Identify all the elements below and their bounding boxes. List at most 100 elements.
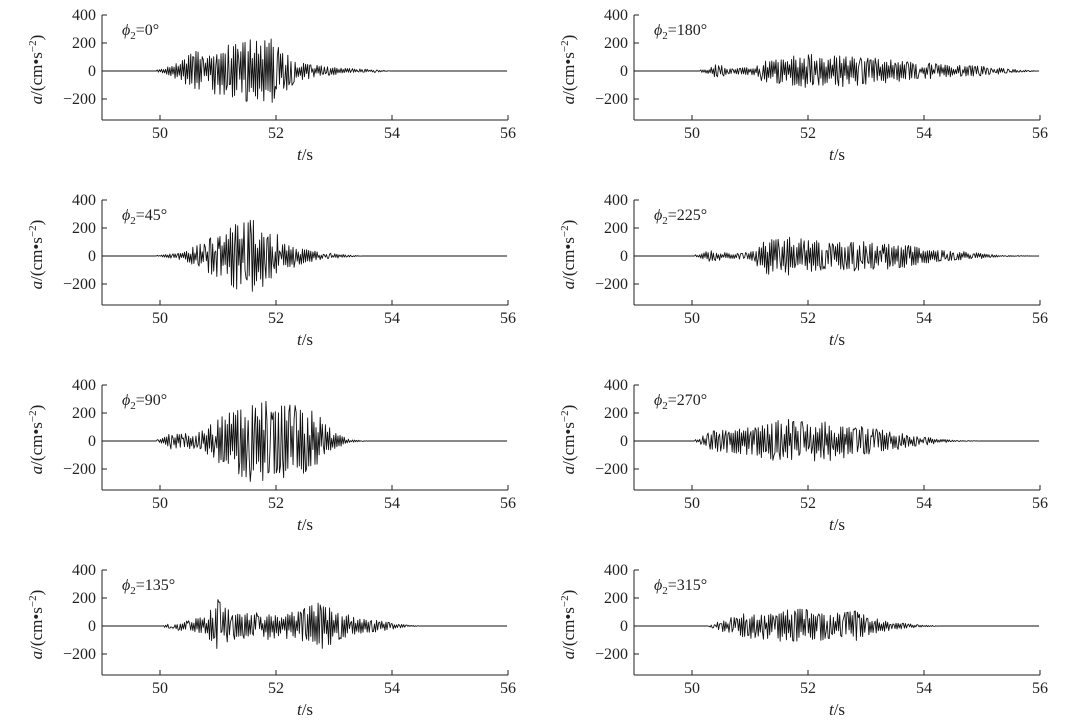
y-axis-unit: /(cm•s <box>559 237 578 281</box>
y-tick-label: 400 <box>604 7 628 24</box>
y-tick-label: 0 <box>620 63 628 80</box>
y-tick-label: −200 <box>63 646 96 663</box>
panel-label: ϕ2=315° <box>654 577 707 597</box>
chart-panel-2: 400 200 0 −200 50 52 54 56 t/s a/(cm•s−2) ϕ2=180° <box>559 7 1048 164</box>
y-axis-var: a <box>27 651 46 660</box>
panel-label-symbol: ϕ <box>122 392 130 409</box>
y-tick-label: 0 <box>620 618 628 635</box>
acceleration-series-line <box>102 599 508 649</box>
y-axis-close: ) <box>559 35 578 41</box>
x-tick-label: 54 <box>384 495 400 512</box>
y-tick-label: −200 <box>63 91 96 108</box>
y-tick-label: 200 <box>604 220 628 237</box>
x-axis-title: t/s <box>297 700 313 719</box>
y-axis-exponent: −2 <box>27 410 39 422</box>
x-tick-label: 52 <box>268 495 284 512</box>
y-tick-label: 200 <box>72 35 96 52</box>
y-tick-label: 200 <box>72 590 96 607</box>
panel-label: ϕ2=45° <box>122 207 167 227</box>
panel-label-value: =225° <box>668 207 707 224</box>
panel-label-value: =45° <box>136 207 167 224</box>
y-axis-title: a/(cm•s−2) <box>27 220 46 290</box>
y-tick-label: 400 <box>604 192 628 209</box>
y-tick-label: −200 <box>595 646 628 663</box>
y-axis-unit: /(cm•s <box>559 607 578 651</box>
chart-panel-8: 400 200 0 −200 50 52 54 56 t/s a/(cm•s−2) ϕ2=315° <box>559 562 1048 719</box>
acceleration-series-line <box>634 608 1040 642</box>
x-axis-unit: /s <box>834 145 845 164</box>
x-tick-label: 50 <box>684 125 700 142</box>
x-axis-var: t <box>297 145 303 164</box>
x-axis-var: t <box>829 145 835 164</box>
y-tick-label: −200 <box>63 276 96 293</box>
x-axis-title: t/s <box>297 145 313 164</box>
x-axis-title: t/s <box>297 515 313 534</box>
y-axis-title: a/(cm•s−2) <box>27 35 46 105</box>
y-tick-label: 200 <box>604 405 628 422</box>
x-tick-label: 52 <box>800 310 816 327</box>
y-axis-var: a <box>559 281 578 290</box>
panel-label-subscript: 2 <box>130 30 136 42</box>
acceleration-series-line <box>102 400 508 482</box>
panel-label: ϕ2=90° <box>122 392 167 412</box>
x-tick-label: 54 <box>384 680 400 697</box>
x-axis-unit: /s <box>834 515 845 534</box>
panel-label-value: =90° <box>136 392 167 409</box>
panel-label: ϕ2=135° <box>122 577 175 597</box>
panel-label-symbol: ϕ <box>122 577 130 594</box>
panel-label-subscript: 2 <box>662 215 668 227</box>
y-tick-label: 0 <box>88 248 96 265</box>
y-axis-var: a <box>27 466 46 475</box>
y-tick-label: 400 <box>72 7 96 24</box>
x-axis-var: t <box>829 515 835 534</box>
chart-panel-7: 400 200 0 −200 50 52 54 56 t/s a/(cm•s−2) ϕ2=135° <box>27 562 516 719</box>
y-axis-close: ) <box>27 405 46 411</box>
x-tick-label: 52 <box>268 310 284 327</box>
y-axis-title: a/(cm•s−2) <box>559 590 578 660</box>
x-axis-unit: /s <box>302 515 313 534</box>
x-tick-label: 54 <box>384 125 400 142</box>
x-axis-title: t/s <box>829 330 845 349</box>
y-axis-var: a <box>559 96 578 105</box>
y-tick-label: 0 <box>620 433 628 450</box>
chart-panel-5: 400 200 0 −200 50 52 54 56 t/s a/(cm•s−2) ϕ2=90° <box>27 377 516 534</box>
y-tick-label: −200 <box>63 461 96 478</box>
x-tick-label: 54 <box>916 495 932 512</box>
x-axis-title: t/s <box>297 330 313 349</box>
y-axis-exponent: −2 <box>559 225 571 237</box>
x-tick-label: 52 <box>268 680 284 697</box>
panel-label-subscript: 2 <box>662 400 668 412</box>
y-axis-title: a/(cm•s−2) <box>27 405 46 475</box>
y-tick-label: 400 <box>72 377 96 394</box>
y-tick-label: 400 <box>604 562 628 579</box>
acceleration-series-line <box>102 219 508 292</box>
y-axis-unit: /(cm•s <box>27 607 46 651</box>
y-axis-var: a <box>27 96 46 105</box>
x-tick-label: 56 <box>1032 125 1048 142</box>
panel-label-subscript: 2 <box>130 585 136 597</box>
panel-label-value: =0° <box>136 22 159 39</box>
y-tick-label: 200 <box>604 590 628 607</box>
panel-label-value: =135° <box>136 577 175 594</box>
y-tick-label: 200 <box>604 35 628 52</box>
acceleration-series-line <box>634 53 1040 88</box>
x-tick-label: 56 <box>1032 680 1048 697</box>
acceleration-series-line <box>634 236 1040 276</box>
x-axis-title: t/s <box>829 515 845 534</box>
y-tick-label: 0 <box>88 433 96 450</box>
y-axis-var: a <box>559 466 578 475</box>
x-axis-var: t <box>297 700 303 719</box>
x-axis-var: t <box>297 330 303 349</box>
x-axis-unit: /s <box>834 330 845 349</box>
y-axis-unit: /(cm•s <box>27 237 46 281</box>
y-axis-exponent: −2 <box>559 40 571 52</box>
x-axis-unit: /s <box>302 330 313 349</box>
x-tick-label: 50 <box>152 125 168 142</box>
x-tick-label: 54 <box>916 310 932 327</box>
y-axis-exponent: −2 <box>27 225 39 237</box>
x-tick-label: 50 <box>684 495 700 512</box>
panel-label-subscript: 2 <box>130 215 136 227</box>
panel-label-value: =315° <box>668 577 707 594</box>
panel-label: ϕ2=0° <box>122 22 159 42</box>
